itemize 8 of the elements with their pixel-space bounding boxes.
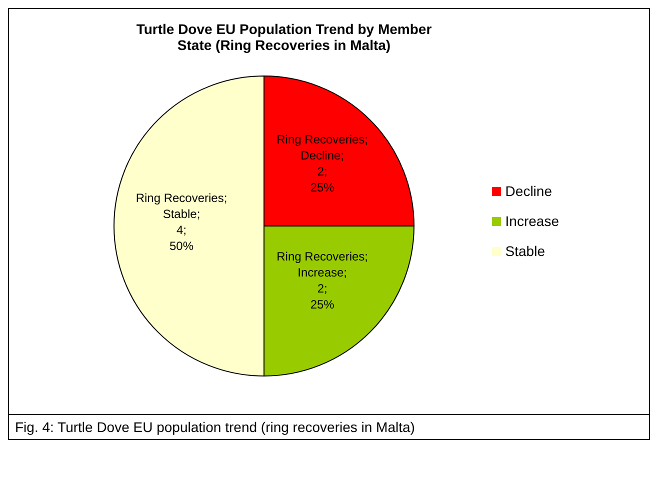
- data-label: Ring Recoveries; Stable; 4; 50%: [136, 191, 228, 253]
- legend-label: Stable: [505, 242, 545, 258]
- data-label: Ring Recoveries; Increase; 2; 25%: [276, 249, 368, 312]
- caption: Fig. 4: Turtle Dove EU population trend (ring recoveries in Malta): [9, 414, 649, 439]
- legend-label: Decline: [505, 182, 552, 198]
- legend-label: Increase: [505, 212, 559, 228]
- data-label: Ring Recoveries; Decline; 2; 25%: [276, 132, 368, 195]
- chart-title: Turtle Dove EU Population Trend by Member State (Ring Recoveries in Malta): [135, 21, 433, 53]
